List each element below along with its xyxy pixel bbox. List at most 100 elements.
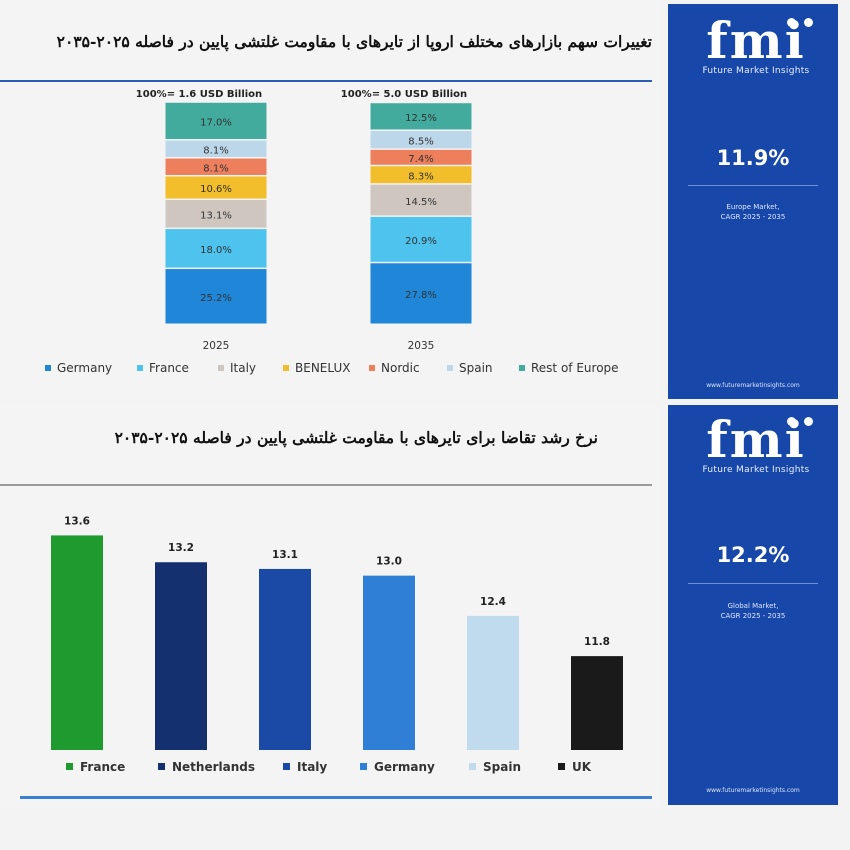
bar-france	[51, 535, 103, 750]
stack-segment-france	[165, 229, 267, 268]
growth-rate-chart: 13.6 13.2 13.1 13.0 12.4 11.8	[51, 515, 623, 750]
legend-swatch	[45, 365, 51, 371]
website-link[interactable]: www.futuremarketinsights.com	[706, 787, 800, 794]
stack-segment-germany	[370, 263, 472, 324]
legend-swatch	[66, 763, 73, 770]
data-label: 12.4	[480, 596, 506, 608]
logo-dot	[787, 417, 796, 426]
legend-item: Germany	[45, 361, 112, 375]
bar-italy	[259, 568, 311, 750]
kpi-value: 12.2%	[716, 543, 790, 567]
legend-item: Netherlands	[158, 760, 255, 774]
legend-item: Italy	[283, 760, 327, 774]
stack-segment-nordic	[165, 158, 267, 175]
segment-label: 8.1%	[203, 163, 228, 174]
segment-label: 12.5%	[405, 113, 437, 124]
legend-swatch	[137, 365, 143, 371]
logo-dot	[787, 18, 796, 27]
logo-dot	[804, 417, 813, 426]
market-card-europe: fmi Future Market Insights 11.9% Europe …	[668, 4, 838, 399]
stack-segment-nordic	[370, 149, 472, 165]
segment-label: 17.0%	[200, 118, 232, 129]
logo-dot	[804, 18, 813, 27]
logo-brand: Future Market Insights	[702, 66, 810, 76]
legend-label: France	[149, 361, 189, 375]
kpi-caption-line2: CAGR 2025 - 2035	[720, 612, 786, 620]
bottom-title-rule	[0, 484, 652, 486]
logo-mark: fmi	[706, 11, 806, 70]
segment-label: 14.5%	[405, 197, 437, 208]
legend-label: Germany	[374, 760, 435, 774]
legend-label: Italy	[230, 361, 257, 375]
stack-segment-rest-of-europe	[370, 103, 472, 130]
bottom-chart-panel: 13.6 13.2 13.1 13.0 12.4 11.8 France Netherlan…	[0, 404, 660, 808]
legend-swatch	[283, 365, 289, 371]
data-label: 13.1	[272, 549, 298, 561]
segment-label: 8.1%	[203, 146, 228, 157]
legend-swatch	[369, 365, 375, 371]
legend-label: Germany	[57, 361, 113, 375]
legend-label: Spain	[459, 361, 493, 375]
legend-item: France	[137, 361, 189, 375]
legend-label: BENELUX	[295, 361, 351, 375]
segment-label: 20.9%	[405, 236, 437, 247]
legend-swatch	[360, 763, 367, 770]
stack-segment-germany	[165, 269, 267, 324]
legend-item: France	[66, 760, 125, 774]
segment-label: 8.5%	[408, 136, 433, 147]
fmi-logo: fmi Future Market Insights	[686, 410, 826, 476]
stack-segment-spain	[370, 130, 472, 149]
legend-swatch	[218, 365, 224, 371]
kpi-divider	[688, 185, 818, 186]
legend-swatch	[447, 365, 453, 371]
legend-swatch	[158, 763, 165, 770]
website-link[interactable]: www.futuremarketinsights.com	[706, 382, 800, 389]
data-label: 13.6	[64, 515, 90, 527]
legend-swatch	[283, 763, 290, 770]
top-chart-title: تغییرات سهم بازارهای مختلف اروپا از تایر…	[56, 32, 652, 51]
data-label: 13.2	[168, 542, 194, 554]
kpi-caption-line2: CAGR 2025 - 2035	[720, 213, 786, 221]
stack-segment-italy	[165, 200, 267, 228]
kpi-value: 11.9%	[716, 146, 790, 170]
segment-label: 25.2%	[200, 293, 232, 304]
bar-netherlands	[155, 562, 207, 750]
legend-item: Spain	[447, 361, 493, 375]
market-card-global: fmi Future Market Insights 12.2% Global …	[668, 405, 838, 805]
x-tick-label: 2025	[203, 340, 230, 352]
stack-segment-rest-of-europe	[165, 102, 267, 140]
scale-header: 100%= 5.0 USD Billion	[341, 89, 467, 100]
legend-label: France	[80, 760, 126, 774]
legend-label: Netherlands	[172, 760, 256, 774]
logo-brand: Future Market Insights	[702, 465, 810, 475]
bottom-axis-rule	[20, 796, 652, 799]
legend-item: Spain	[469, 760, 521, 774]
legend-label: UK	[572, 760, 592, 774]
stack-segment-benelux	[165, 176, 267, 199]
kpi-caption-line1: Global Market,	[727, 602, 779, 610]
legend-item: Italy	[218, 361, 256, 375]
segment-label: 18.0%	[200, 245, 232, 256]
fmi-logo: fmi Future Market Insights	[686, 11, 826, 77]
kpi-divider	[688, 583, 818, 584]
legend-label: Nordic	[381, 361, 420, 375]
bar-uk	[571, 656, 623, 750]
legend-swatch	[469, 763, 476, 770]
kpi-caption: Europe Market, CAGR 2025 - 2035	[668, 202, 838, 222]
legend-item: Germany	[360, 760, 435, 774]
scale-header: 100%= 1.6 USD Billion	[136, 89, 262, 100]
stack-segment-spain	[165, 140, 267, 157]
legend-swatch	[558, 763, 565, 770]
bar-germany	[363, 575, 415, 750]
data-label: 11.8	[584, 636, 610, 648]
legend-label: Spain	[483, 760, 521, 774]
segment-label: 7.4%	[408, 154, 433, 165]
kpi-caption: Global Market, CAGR 2025 - 2035	[668, 601, 838, 621]
segment-label: 13.1%	[200, 211, 232, 222]
segment-label: 8.3%	[408, 171, 433, 182]
logo-mark: fmi	[706, 410, 806, 469]
stacked-share-chart: 100%= 1.6 USD Billion 25.2% 18.0% 13.1% 10.6…	[136, 89, 472, 352]
stack-segment-france	[370, 216, 472, 262]
segment-label: 27.8%	[405, 290, 437, 301]
bottom-chart-title: نرخ رشد تقاضا برای تایرهای با مقاومت غلت…	[114, 428, 598, 447]
